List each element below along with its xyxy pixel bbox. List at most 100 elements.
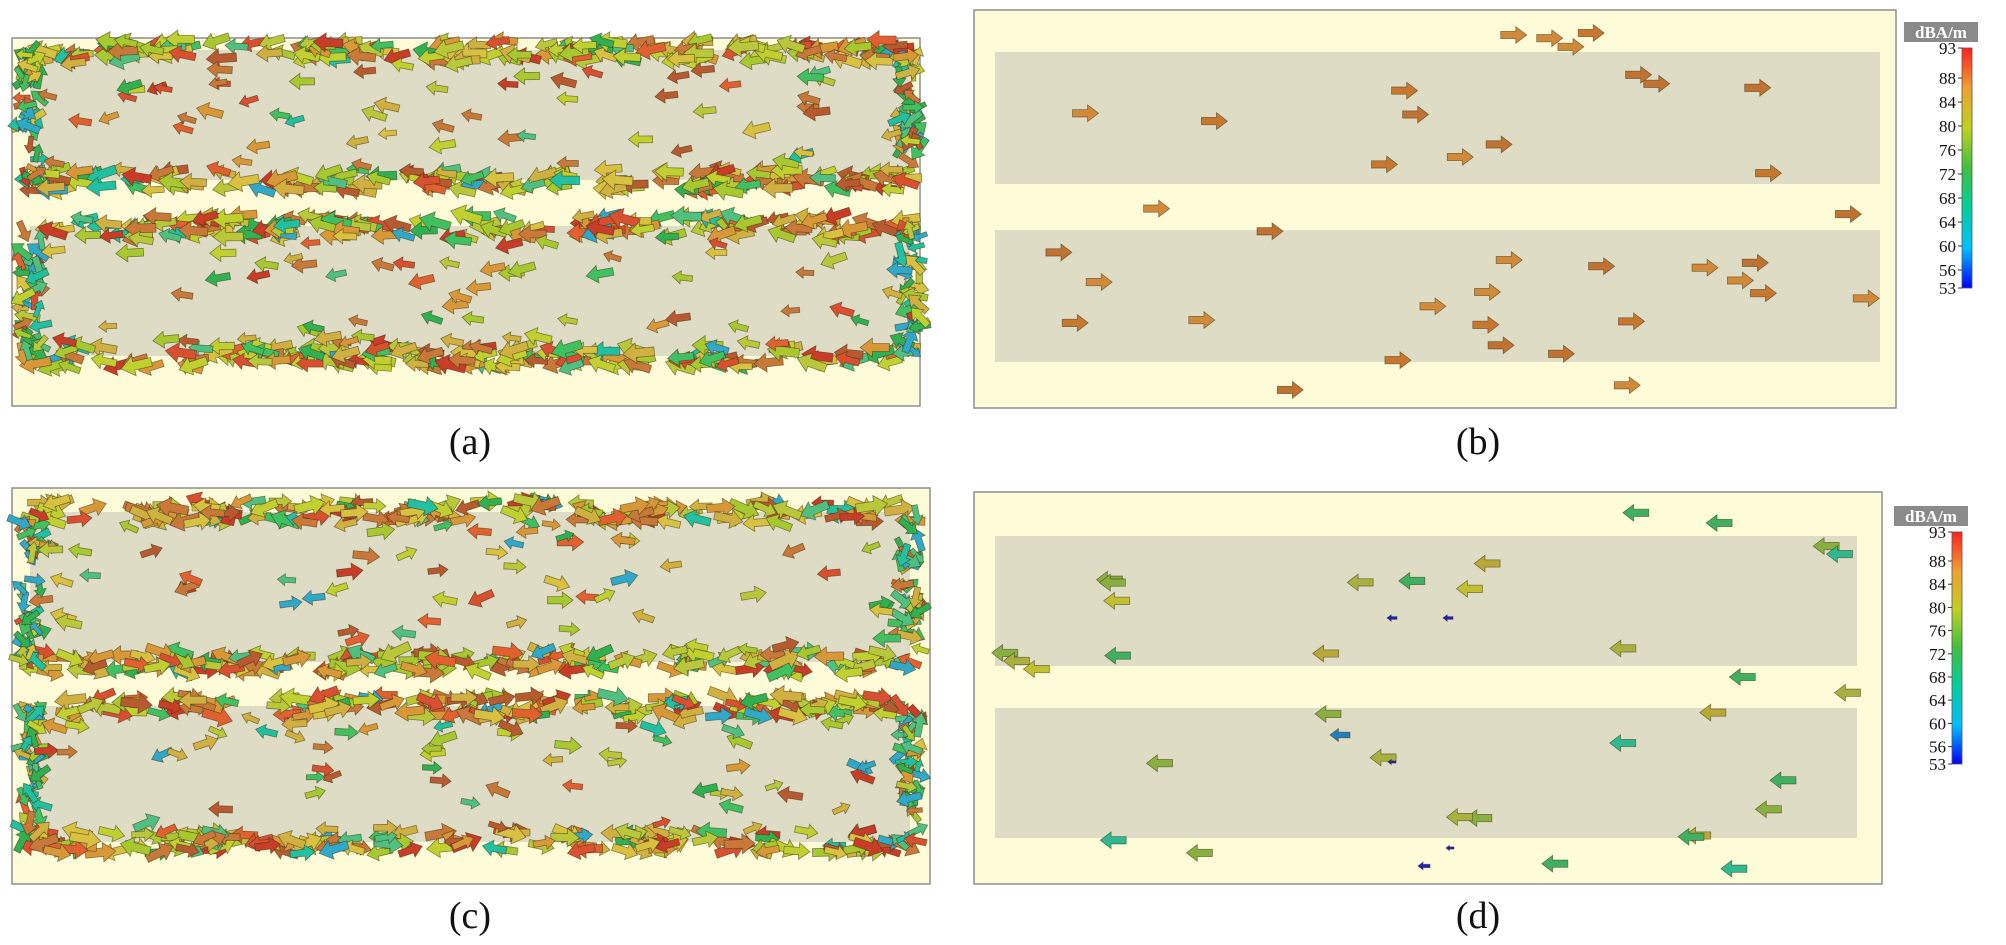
arrow-glyph [880, 127, 903, 142]
arrow-glyph [652, 734, 673, 748]
arrow-glyph [26, 166, 47, 182]
arrow-glyph [227, 170, 260, 193]
arrow-glyph [743, 706, 773, 726]
arrow-glyph [1329, 727, 1351, 743]
arrow-glyph [1622, 503, 1650, 522]
arrow-glyph [236, 331, 257, 346]
arrow-glyph [1557, 37, 1585, 56]
arrow-glyph [214, 692, 240, 709]
arrow-glyph [1705, 513, 1733, 533]
arrow-glyph [308, 215, 337, 234]
arrow-glyph [293, 494, 326, 516]
arrow-glyph [59, 54, 87, 73]
arrow-glyph [829, 301, 855, 319]
arrow-glyph [415, 692, 445, 712]
arrow-glyph [301, 589, 326, 606]
arrow-glyph [880, 181, 905, 198]
arrow-glyph [715, 356, 740, 373]
arrow-glyph [515, 523, 539, 540]
arrow-glyph [20, 609, 41, 625]
arrow-glyph [673, 655, 705, 677]
arrow-glyph [323, 699, 353, 719]
arrow-glyph [64, 162, 94, 182]
arrow-glyph [655, 513, 682, 531]
arrow-glyph [516, 129, 537, 143]
arrow-glyph [37, 88, 58, 102]
arrow-glyph [278, 595, 303, 612]
arrow-glyph [209, 243, 237, 263]
arrow-glyph [153, 81, 173, 95]
arrow-glyph [201, 707, 233, 728]
arrow-glyph [499, 504, 529, 525]
arrow-glyph [191, 209, 219, 228]
arrow-glyph [460, 108, 483, 123]
arrow-glyph [639, 720, 667, 738]
arrow-glyph [154, 823, 178, 840]
arrow-glyph [419, 211, 452, 233]
arrow-glyph [523, 326, 553, 346]
colorbar-tick-label: 56 [1939, 261, 1956, 280]
arrow-glyph [795, 643, 822, 661]
arrow-glyph [1609, 639, 1637, 658]
arrow-glyph [166, 747, 189, 762]
arrow-glyph [666, 68, 690, 85]
arrow-glyph [1625, 65, 1653, 84]
arrow-glyph [34, 742, 60, 760]
arrow-glyph [725, 758, 751, 776]
arrow-glyph [614, 822, 643, 841]
arrow-glyph [507, 260, 537, 280]
arrow-glyph [868, 602, 894, 619]
arrow-glyph [889, 607, 915, 627]
arrow-glyph [370, 37, 394, 54]
arrow-glyph [823, 48, 848, 65]
arrow-glyph [1384, 351, 1412, 370]
arrow-glyph [335, 562, 364, 581]
arrow-glyph [231, 154, 253, 169]
arrow-glyph [318, 499, 346, 518]
arrow-glyph [604, 698, 630, 716]
arrow-glyph [535, 234, 560, 251]
arrow-glyph [1442, 613, 1454, 623]
arrow-glyph [206, 60, 233, 79]
arrow-glyph [485, 781, 511, 799]
arrow-glyph [345, 652, 373, 671]
arrow-glyph [439, 255, 460, 270]
arrow-glyph [691, 781, 719, 799]
arrow-glyph [1741, 253, 1769, 272]
arrow-glyph [506, 46, 532, 64]
arrow-glyph [428, 730, 458, 749]
colorbar-tick-label: 88 [1939, 69, 1956, 88]
arrow-glyph [741, 120, 772, 140]
arrow-glyph [12, 327, 33, 341]
arrow-glyph [496, 76, 519, 92]
arrow-glyph [304, 785, 326, 801]
arrow-glyph [447, 350, 476, 370]
arrow-glyph [745, 165, 772, 183]
arrow-glyph [12, 91, 31, 105]
arrow-glyph [497, 719, 524, 738]
arrow-glyph [333, 516, 358, 533]
arrow-glyph [1386, 613, 1398, 623]
colorbar-tick-label: 68 [1929, 668, 1946, 687]
arrow-glyph [1387, 758, 1397, 766]
panel-label-c: (c) [449, 895, 491, 937]
arrow-glyph [530, 495, 562, 516]
arrow-glyph [783, 841, 811, 861]
arrow-glyph [35, 177, 66, 198]
arrow-glyph [886, 260, 913, 279]
arrow-glyph [73, 225, 102, 245]
arrow-glyph [207, 336, 235, 356]
arrow-glyph [390, 57, 415, 73]
arrow-glyph [67, 112, 93, 130]
track-region-2 [30, 706, 910, 842]
arrow-glyph [557, 313, 579, 327]
arrow-glyph [1744, 78, 1772, 97]
arrow-glyph [284, 729, 306, 744]
arrow-glyph [503, 558, 527, 575]
arrow-glyph [1500, 25, 1528, 45]
arrow-glyph [796, 67, 825, 87]
arrow-glyph [1145, 754, 1173, 773]
arrow-glyph [302, 319, 325, 335]
arrow-glyph [416, 346, 445, 365]
arrow-glyph [739, 585, 767, 604]
